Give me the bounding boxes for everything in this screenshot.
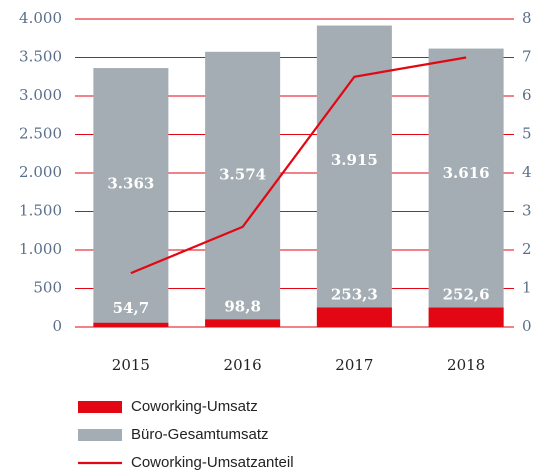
x-tick-label: 2018	[447, 356, 485, 374]
value-label: 3.574	[219, 166, 266, 184]
bar	[316, 25, 392, 327]
y2-tick-label: 4	[522, 163, 532, 181]
bar	[93, 322, 169, 327]
y-tick-label: 0	[52, 317, 62, 335]
y-tick-label: 4.000	[19, 9, 62, 27]
value-label: 3.363	[107, 175, 154, 193]
y2-tick-label: 0	[522, 317, 532, 335]
legend-swatch	[78, 429, 122, 441]
bar	[428, 307, 504, 327]
y-tick-label: 2.000	[19, 163, 62, 181]
bar	[205, 319, 281, 327]
y2-tick-label: 7	[522, 48, 532, 66]
y2-tick-label: 3	[522, 202, 532, 220]
legend-swatch	[78, 401, 122, 413]
y-tick-label: 2.500	[19, 125, 62, 143]
y-tick-label: 1.500	[19, 202, 62, 220]
y2-tick-label: 8	[522, 9, 532, 27]
legend-label: Büro-Gesamtumsatz	[131, 426, 269, 443]
y-tick-label: 1.000	[19, 240, 62, 258]
line	[130, 56, 467, 275]
bar	[205, 51, 281, 327]
legend-label: Coworking-Umsatzanteil	[131, 454, 294, 471]
value-label: 54,7	[113, 299, 150, 317]
legend-label: Coworking-Umsatz	[131, 398, 258, 415]
value-label: 98,8	[224, 297, 261, 315]
y-tick-label: 3.000	[19, 86, 62, 104]
bar	[428, 48, 504, 328]
y2-tick-label: 5	[522, 125, 532, 143]
y2-tick-label: 6	[522, 86, 532, 104]
value-label: 3.616	[443, 164, 490, 182]
value-label: 3.915	[331, 151, 378, 169]
value-label: 253,3	[331, 285, 378, 303]
x-tick-label: 2016	[224, 356, 262, 374]
bar	[93, 68, 169, 327]
y2-tick-label: 1	[522, 279, 532, 297]
x-tick-label: 2015	[112, 356, 150, 374]
x-tick-label: 2017	[335, 356, 373, 374]
y2-tick-label: 2	[522, 240, 532, 258]
y-tick-label: 3.500	[19, 48, 62, 66]
y-tick-label: 500	[33, 279, 62, 297]
bar	[316, 307, 392, 327]
value-label: 252,6	[443, 286, 490, 304]
